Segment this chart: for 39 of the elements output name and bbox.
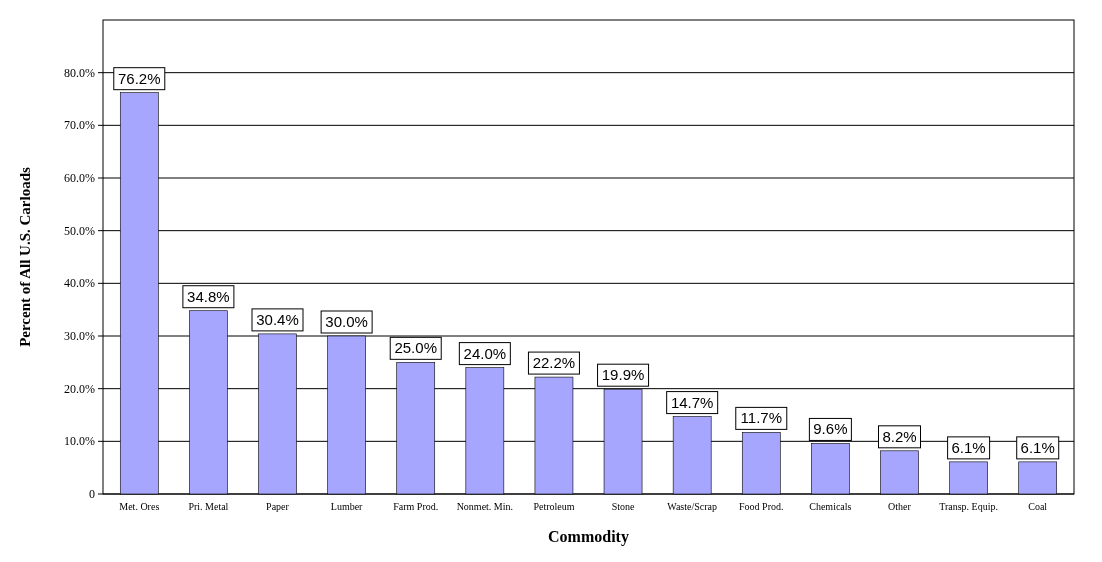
data-label: 11.7% (740, 409, 782, 427)
y-tick-label: 10.0% (64, 434, 95, 449)
x-tick-label: Transp. Equip. (939, 501, 999, 512)
data-label: 14.7% (670, 393, 714, 411)
data-label: 8.2% (882, 427, 917, 445)
y-tick-label: 30.0% (64, 329, 95, 343)
data-label: 6.1% (951, 438, 986, 456)
data-label: 6.1% (1020, 438, 1055, 456)
x-tick-label: Chemicals (809, 501, 852, 512)
y-tick-label: 60.0% (64, 171, 95, 185)
x-tick-label: Waste/Scrap (667, 501, 718, 512)
x-tick-label: Coal (1028, 501, 1048, 512)
x-tick-label: Lumber (330, 501, 364, 512)
data-label: 24.0% (463, 344, 507, 362)
x-tick-label: Nonmet. Min. (456, 501, 514, 512)
data-label: 34.8% (187, 287, 230, 305)
x-tick-label: Met. Ores (119, 501, 160, 512)
y-tick-label: 40.0% (64, 276, 95, 291)
data-label: 30.0% (325, 313, 368, 330)
x-tick-label: Other (888, 501, 912, 512)
data-label: 30.4% (256, 310, 299, 328)
x-tick-label: Farm Prod. (393, 501, 439, 512)
x-tick-label: Food Prod. (739, 501, 784, 512)
y-axis-title: Percent of All U.S. Carloads (17, 166, 33, 347)
y-tick-label: 80.0% (64, 65, 95, 80)
x-tick-label: Stone (611, 501, 635, 512)
data-label: 76.2% (118, 69, 161, 87)
y-tick-label: 70.0% (64, 118, 95, 133)
data-label: 9.6% (813, 420, 848, 438)
x-axis-title: Commodity (548, 528, 629, 546)
x-tick-label: Petroleum (533, 501, 575, 512)
y-tick-label: 50.0% (64, 223, 95, 238)
data-label: 19.9% (601, 366, 645, 384)
data-label: 22.2% (532, 354, 576, 372)
data-label: 25.0% (394, 339, 437, 357)
y-tick-label: 0 (89, 487, 95, 501)
y-tick-label: 20.0% (64, 381, 95, 396)
x-tick-label: Pri. Metal (188, 501, 229, 512)
x-tick-label: Paper (266, 501, 290, 512)
